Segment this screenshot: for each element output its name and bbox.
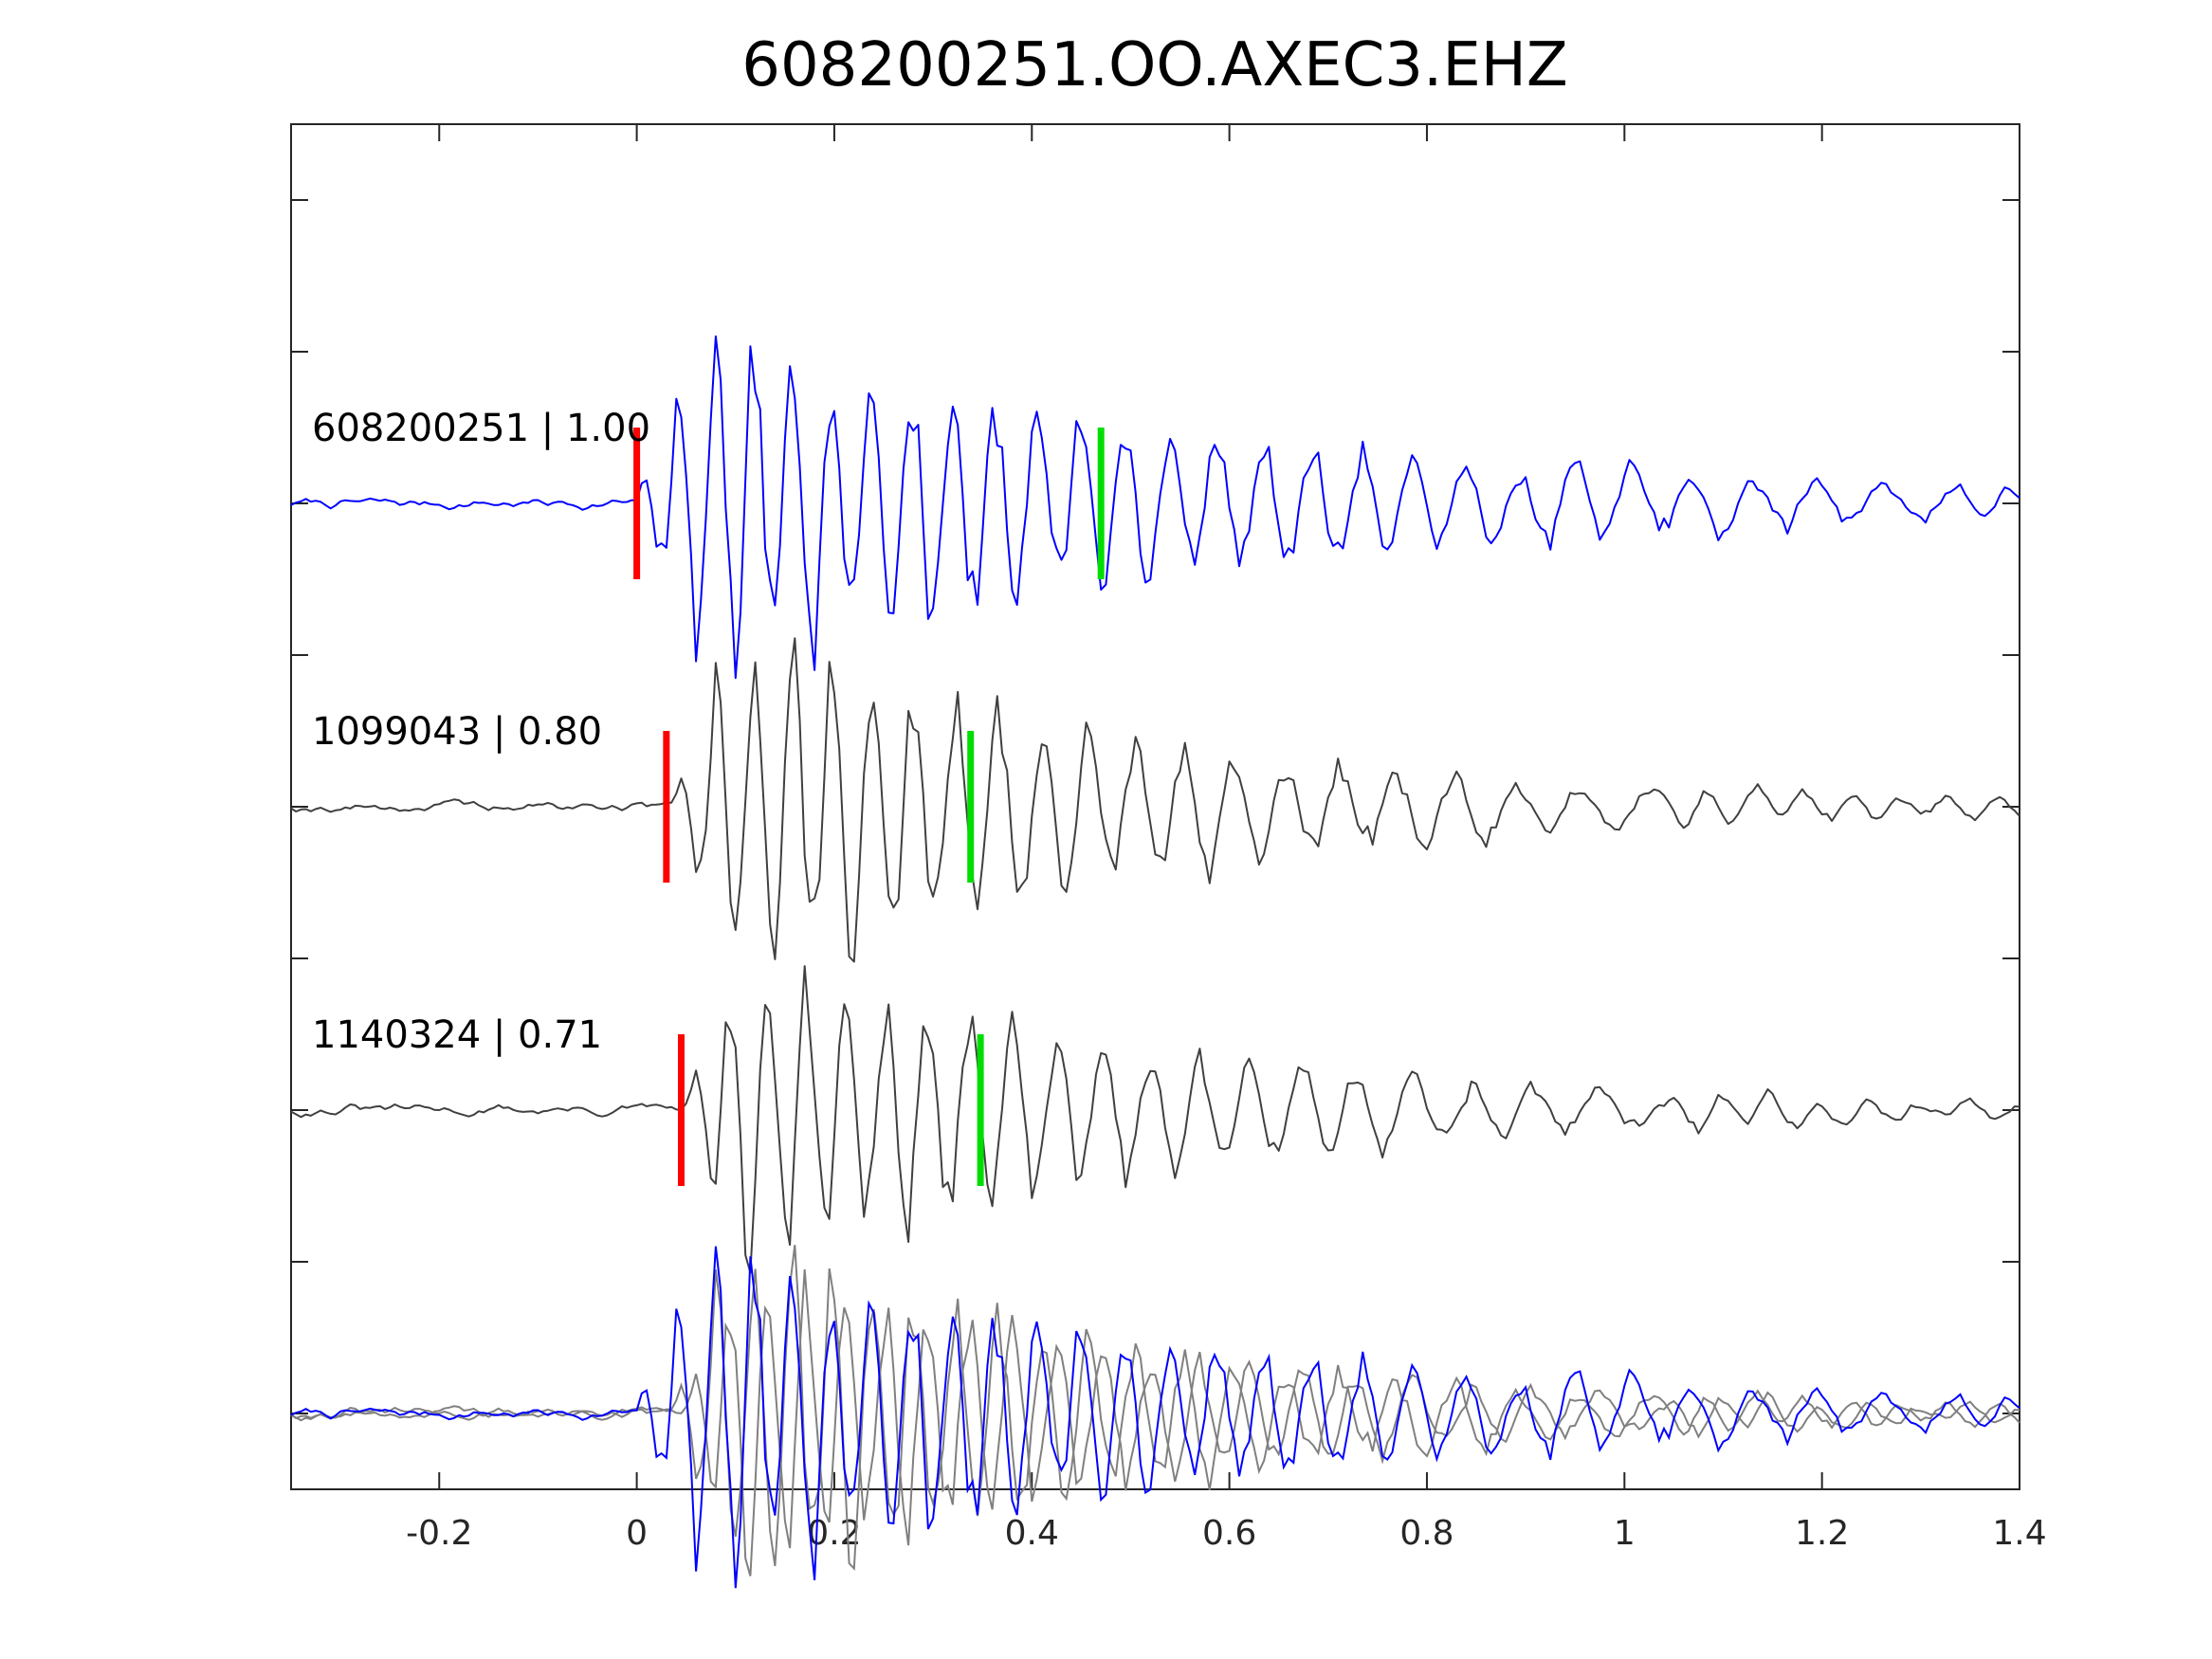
- stack-line-1140324: [290, 1269, 2020, 1577]
- stack-line-608200251: [290, 1246, 2020, 1589]
- y-ticks: [291, 199, 2020, 1414]
- stacked-overlay: [290, 1245, 2020, 1589]
- x-tick-label-3: 0.4: [1005, 1514, 1059, 1553]
- x-tick-label-0: -0.2: [406, 1514, 472, 1553]
- x-tick-label-1: 0: [626, 1514, 648, 1553]
- x-tick-label-4: 0.6: [1202, 1514, 1256, 1553]
- plot-frame: [290, 123, 2020, 1490]
- phase-picks: [633, 428, 1105, 1186]
- x-tick-label-5: 0.8: [1399, 1514, 1453, 1553]
- chart-title: 608200251.OO.AXEC3.EHZ: [741, 30, 1568, 100]
- traces: [290, 335, 2020, 1274]
- x-tick-label-7: 1.2: [1795, 1514, 1849, 1553]
- x-ticks: -0.2 0 0.2 0.4 0.6 0.8 1 1.2 1.4: [406, 124, 2047, 1553]
- trace-label-608200251: 608200251 | 1.00: [312, 407, 650, 450]
- x-tick-label-8: 1.4: [1992, 1514, 2046, 1553]
- trace-label-1140324: 1140324 | 0.71: [312, 1013, 602, 1057]
- trace-label-1099043: 1099043 | 0.80: [312, 710, 602, 754]
- x-tick-label-6: 1: [1614, 1514, 1636, 1553]
- trace-line-1140324: [290, 965, 2020, 1274]
- stack-line-1099043: [290, 1245, 2020, 1571]
- trace-line-608200251: [290, 335, 2020, 680]
- trace-labels: 608200251 | 1.00 1099043 | 0.80 1140324 | …: [312, 407, 650, 1057]
- trace-line-1099043: [290, 637, 2020, 963]
